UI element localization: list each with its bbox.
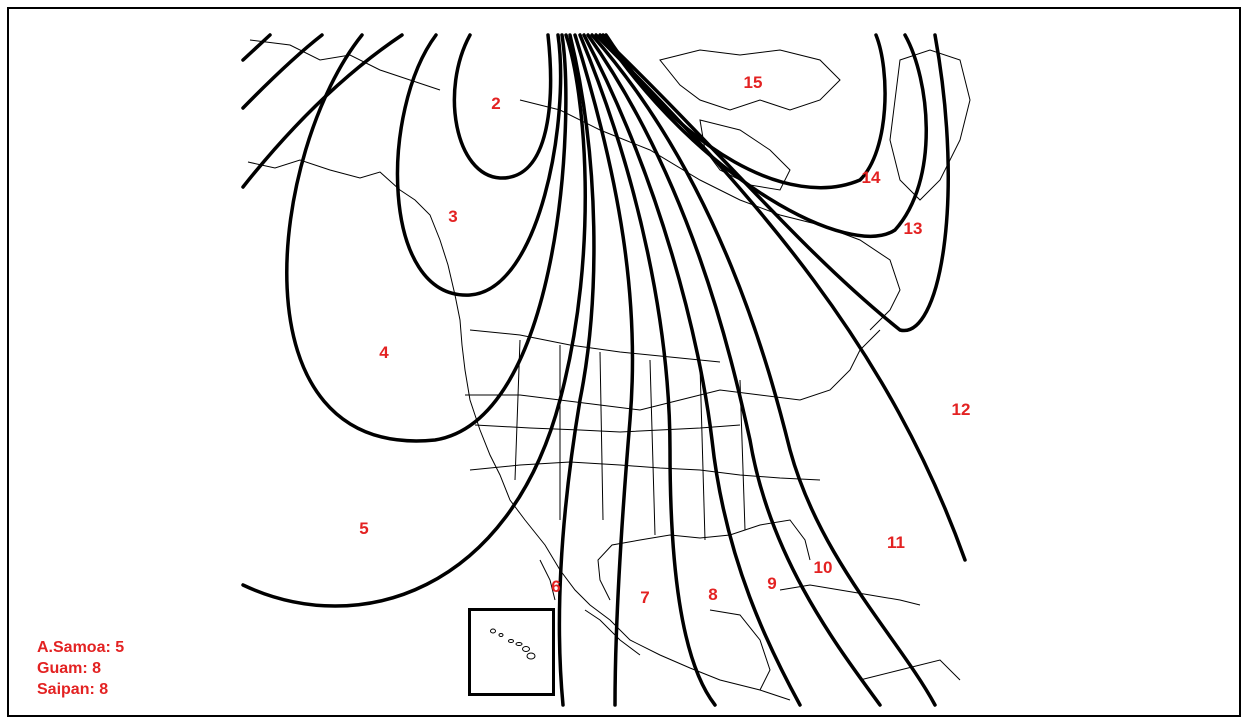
territory-saipan: Saipan: 8 bbox=[37, 681, 109, 698]
territory-guam: Guam: 8 bbox=[37, 660, 102, 677]
zone-label-7: 7 bbox=[640, 588, 650, 607]
zone-label-5: 5 bbox=[359, 519, 369, 538]
zone-label-11: 11 bbox=[887, 533, 905, 552]
zone-label-10: 10 bbox=[813, 558, 833, 577]
hawaii-islands bbox=[490, 628, 536, 660]
zone-label-8: 8 bbox=[708, 585, 718, 604]
zone-label-9: 9 bbox=[767, 574, 777, 593]
zone-label-3: 3 bbox=[448, 207, 458, 226]
zone-label-15: 15 bbox=[743, 73, 763, 92]
zone-boundaries bbox=[241, 33, 967, 707]
territory-american-samoa: A.Samoa: 5 bbox=[37, 639, 125, 656]
map-frame bbox=[7, 7, 1241, 717]
hawaii-inset bbox=[468, 608, 555, 696]
zone-label-13: 13 bbox=[903, 219, 923, 238]
zone-label-6: 6 bbox=[551, 577, 561, 596]
zone-label-14: 14 bbox=[861, 168, 881, 187]
zone-label-4: 4 bbox=[379, 343, 389, 362]
zone-label-2: 2 bbox=[491, 94, 501, 113]
territory-zones: A.Samoa: 5 Guam: 8 Saipan: 8 bbox=[37, 637, 124, 700]
coastlines bbox=[247, 39, 971, 701]
zone-label-12: 12 bbox=[951, 400, 971, 419]
